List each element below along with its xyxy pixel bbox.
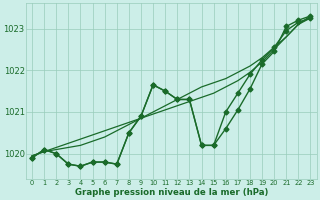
X-axis label: Graphe pression niveau de la mer (hPa): Graphe pression niveau de la mer (hPa) [75, 188, 268, 197]
